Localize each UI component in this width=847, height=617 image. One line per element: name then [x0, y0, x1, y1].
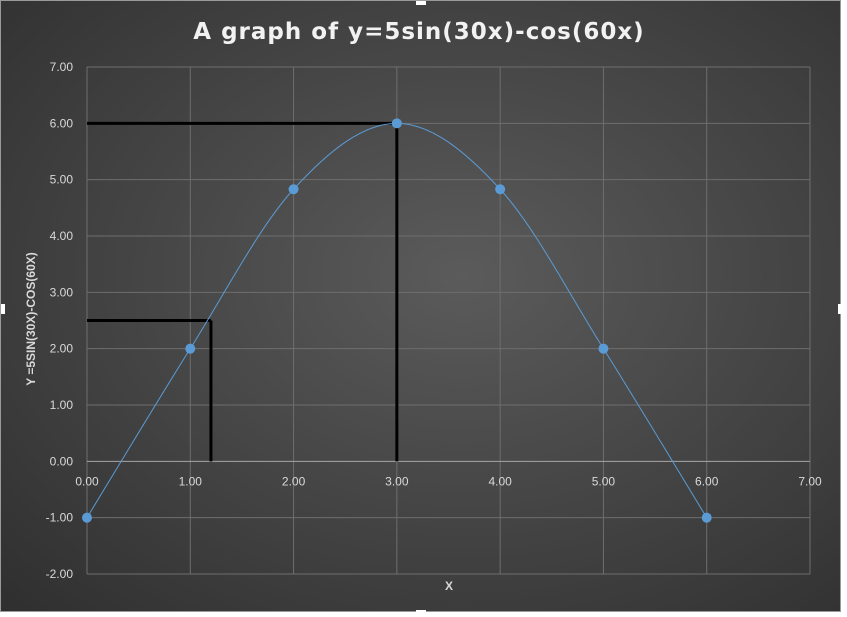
y-tick-label: 3.00 [50, 285, 74, 299]
y-tick-label: 6.00 [50, 116, 74, 130]
y-tick-label: 4.00 [50, 229, 74, 243]
x-tick-label: 2.00 [282, 474, 306, 488]
data-point [185, 343, 196, 354]
data-point [495, 184, 506, 195]
annotation-lines [87, 121, 399, 462]
chart-title: A graph of y=5sin(30x)-cos(60x) [193, 19, 644, 45]
data-point [598, 343, 609, 354]
x-tick-label: 4.00 [488, 474, 512, 488]
y-tick-label: -1.00 [46, 511, 74, 525]
handle-top [416, 1, 426, 5]
y-tick-labels: -2.00 -1.00 0.00 1.00 2.00 3.00 4.00 5.00 6.00 7.… [46, 60, 74, 581]
x-tick-label: 3.00 [385, 474, 409, 488]
y-axis-title: Y =5SIN(30X)-COS(60X) [24, 252, 38, 386]
x-tick-label: 5.00 [592, 474, 616, 488]
data-point [82, 512, 92, 523]
data-point [391, 118, 402, 129]
data-point [701, 512, 712, 523]
y-tick-label: 5.00 [50, 173, 74, 187]
handle-left [1, 304, 5, 314]
x-tick-label: 1.00 [179, 474, 203, 488]
data-point [288, 184, 299, 195]
y-tick-label: -2.00 [46, 567, 74, 581]
x-tick-label: 0.00 [75, 474, 99, 488]
y-tick-label: 2.00 [50, 342, 74, 356]
data-points [82, 118, 712, 523]
y-tick-label: 7.00 [50, 60, 74, 74]
y-tick-label: 0.00 [50, 454, 74, 468]
handle-bottom [416, 610, 426, 614]
handle-right [838, 304, 842, 314]
x-tick-labels: 0.00 1.00 2.00 3.00 4.00 5.00 6.00 7.00 [75, 474, 822, 488]
x-axis-title: X [445, 579, 453, 593]
x-tick-label: 6.00 [695, 474, 719, 488]
x-tick-label: 7.00 [798, 474, 822, 488]
grid [86, 66, 811, 575]
y-tick-label: 1.00 [50, 398, 74, 412]
